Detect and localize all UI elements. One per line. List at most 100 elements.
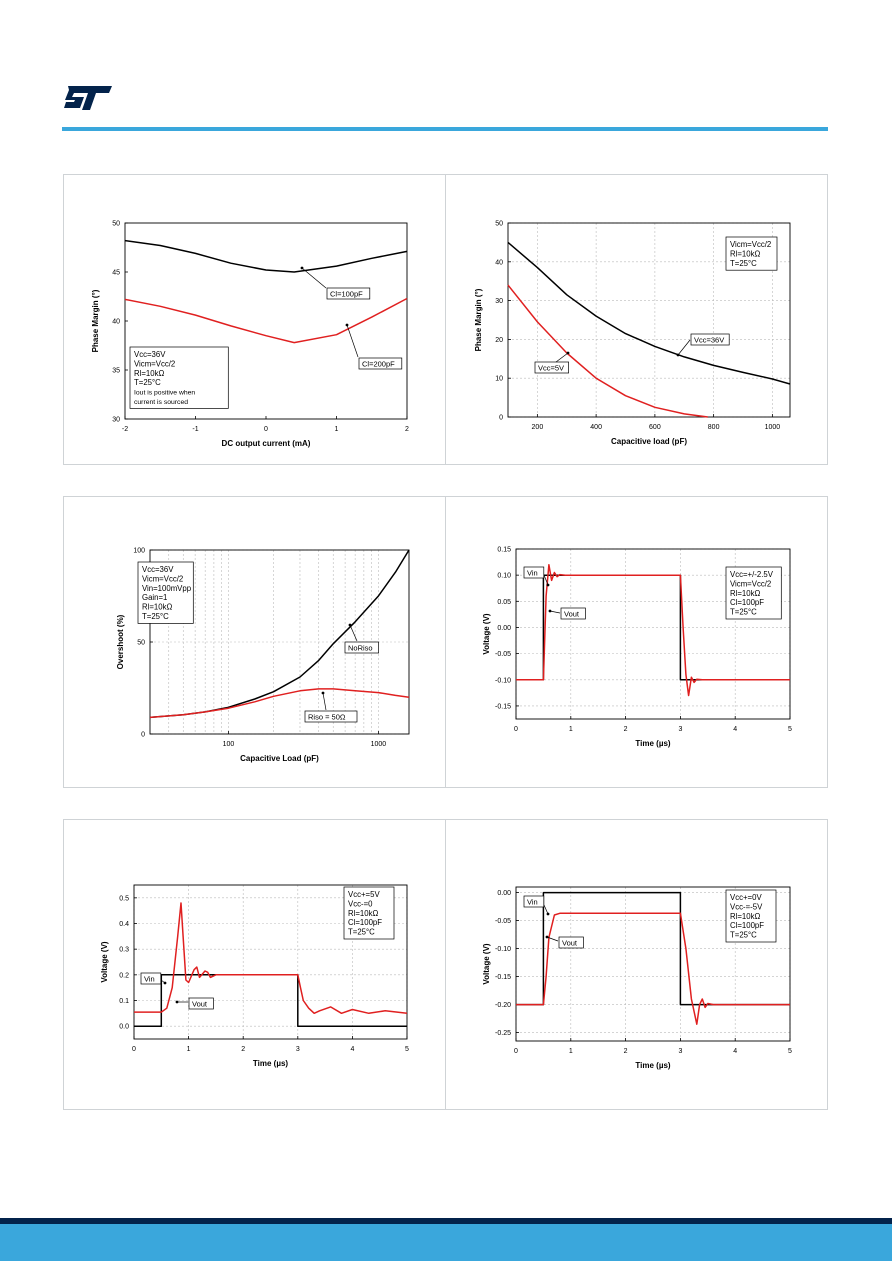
callout-arrow <box>543 904 549 915</box>
y-tick-label: 0.10 <box>497 573 511 580</box>
x-tick-label: 0 <box>132 1046 136 1053</box>
conditions-line: Vcc-=0 <box>348 899 373 908</box>
callout-arrowhead <box>348 623 352 627</box>
x-tick-label: 2 <box>624 1048 628 1055</box>
conditions-line: Cl=100pF <box>348 918 382 927</box>
callout-arrow <box>546 936 559 942</box>
series-label-box <box>358 357 403 370</box>
conditions-line: T=25°C <box>348 928 375 937</box>
callout-arrow <box>349 624 358 642</box>
series-line-0 <box>507 241 791 385</box>
y-tick-label: 45 <box>112 270 120 277</box>
conditions-line: T=25°C <box>730 608 757 617</box>
header-rule <box>62 127 828 131</box>
footer-band-dark <box>0 1218 892 1224</box>
conditions-line: T=25°C <box>142 612 169 621</box>
callout-arrowhead <box>546 912 550 916</box>
chart-panel-6: 0 1 2 3 4 5 -0.25 -0.20 -0.15 -0.10 -0.05 0.00 Time … <box>445 819 828 1110</box>
plot-frame <box>515 548 791 720</box>
callout-arrow <box>555 352 569 363</box>
y-tick-label: 0.15 <box>497 547 511 554</box>
conditions-box <box>129 346 229 409</box>
conditions-box <box>725 566 782 620</box>
conditions-line: T=25°C <box>730 931 757 940</box>
y-tick-label: 10 <box>495 376 503 383</box>
conditions-line: Vicm=Vcc/2 <box>142 574 183 583</box>
footer-band-blue <box>0 1224 892 1261</box>
conditions-line: T=25°C <box>730 259 757 268</box>
plot-frame <box>507 222 791 418</box>
series-label: Vin <box>527 898 538 907</box>
series-label: Cl=200pF <box>362 360 395 369</box>
y-tick-label: -0.05 <box>495 651 511 658</box>
x-tick-label: 2 <box>624 726 628 733</box>
series-label: Vcc=36V <box>694 336 724 345</box>
conditions-line: Vcc+=0V <box>730 893 762 902</box>
x-tick-label: 3 <box>678 726 682 733</box>
x-tick-label: -2 <box>122 426 128 433</box>
callout-arrow <box>346 324 359 358</box>
y-axis-label: Phase Margin (°) <box>91 289 100 352</box>
conditions-line: Vicm=Vcc/2 <box>730 240 771 249</box>
x-tick-label: 5 <box>405 1046 409 1053</box>
y-axis-label: Overshoot (%) <box>116 614 125 669</box>
conditions-line: Rl=10kΩ <box>348 909 378 918</box>
y-tick-label: 40 <box>495 259 503 266</box>
y-tick-label: -0.20 <box>495 1002 511 1009</box>
y-tick-label: -0.25 <box>495 1030 511 1037</box>
x-tick-label: 0 <box>514 1048 518 1055</box>
conditions-box <box>725 236 778 271</box>
conditions-line: Rl=10kΩ <box>730 589 760 598</box>
chart-panel-1: -2 -1 0 1 2 30 35 40 45 50 DC output current (mA) P… <box>63 174 446 465</box>
callout-arrowhead <box>300 266 304 270</box>
y-tick-label: 0.1 <box>119 998 129 1005</box>
series-label-box <box>326 287 371 300</box>
x-tick-label: 3 <box>296 1046 300 1053</box>
chart-panel-5: 0 1 2 3 4 5 0.0 0.1 0.2 0.3 0.4 0.5 Time (µs) Voltage… <box>63 819 446 1110</box>
y-tick-label: 0 <box>499 415 503 422</box>
y-tick-label: 100 <box>133 548 145 555</box>
conditions-line: Vcc-=-5V <box>730 902 763 911</box>
y-tick-label: -0.15 <box>495 974 511 981</box>
x-tick-label: 4 <box>733 1048 737 1055</box>
plot-frame <box>515 886 791 1042</box>
series-line-1 <box>516 563 790 697</box>
series-label-box <box>558 936 584 949</box>
callout-arrowhead <box>566 351 570 355</box>
series-label-box <box>304 710 358 723</box>
x-axis-label: Time (µs) <box>635 739 670 748</box>
x-axis-label: DC output current (mA) <box>222 439 311 448</box>
conditions-line: Rl=10kΩ <box>142 603 172 612</box>
callout-arrowhead <box>163 981 167 985</box>
callout-arrow <box>543 574 549 586</box>
series-line-1 <box>124 297 408 344</box>
series-label: Riso = 50Ω <box>308 713 346 722</box>
series-label: Vout <box>564 610 580 619</box>
callout-arrowhead <box>546 583 550 587</box>
x-tick-label: 4 <box>733 726 737 733</box>
callout-arrowhead <box>548 609 552 613</box>
y-tick-label: 0.2 <box>119 972 129 979</box>
conditions-line: Rl=10kΩ <box>730 249 760 258</box>
callout-arrow <box>549 610 561 614</box>
y-tick-label: -0.10 <box>495 677 511 684</box>
series-label-box <box>188 997 214 1010</box>
conditions-box <box>137 561 194 624</box>
callout-arrowhead <box>175 1000 179 1004</box>
series-line-1 <box>134 902 408 1015</box>
callout-arrowhead <box>545 935 549 939</box>
x-tick-label: 1 <box>335 426 339 433</box>
conditions-line: Cl=100pF <box>730 598 764 607</box>
conditions-line: Vcc=36V <box>134 350 166 359</box>
callout-arrowhead <box>321 691 325 695</box>
y-tick-label: 50 <box>495 221 503 228</box>
y-axis-label: Voltage (V) <box>482 943 491 985</box>
y-tick-label: -0.10 <box>495 946 511 953</box>
y-axis-label: Voltage (V) <box>482 613 491 655</box>
y-tick-label: 0 <box>141 732 145 739</box>
x-tick-label: 100 <box>223 741 235 748</box>
conditions-line: Rl=10kΩ <box>134 369 164 378</box>
x-tick-label: 0 <box>514 726 518 733</box>
y-tick-label: 0.3 <box>119 947 129 954</box>
x-axis-label: Capacitive load (pF) <box>611 437 687 446</box>
